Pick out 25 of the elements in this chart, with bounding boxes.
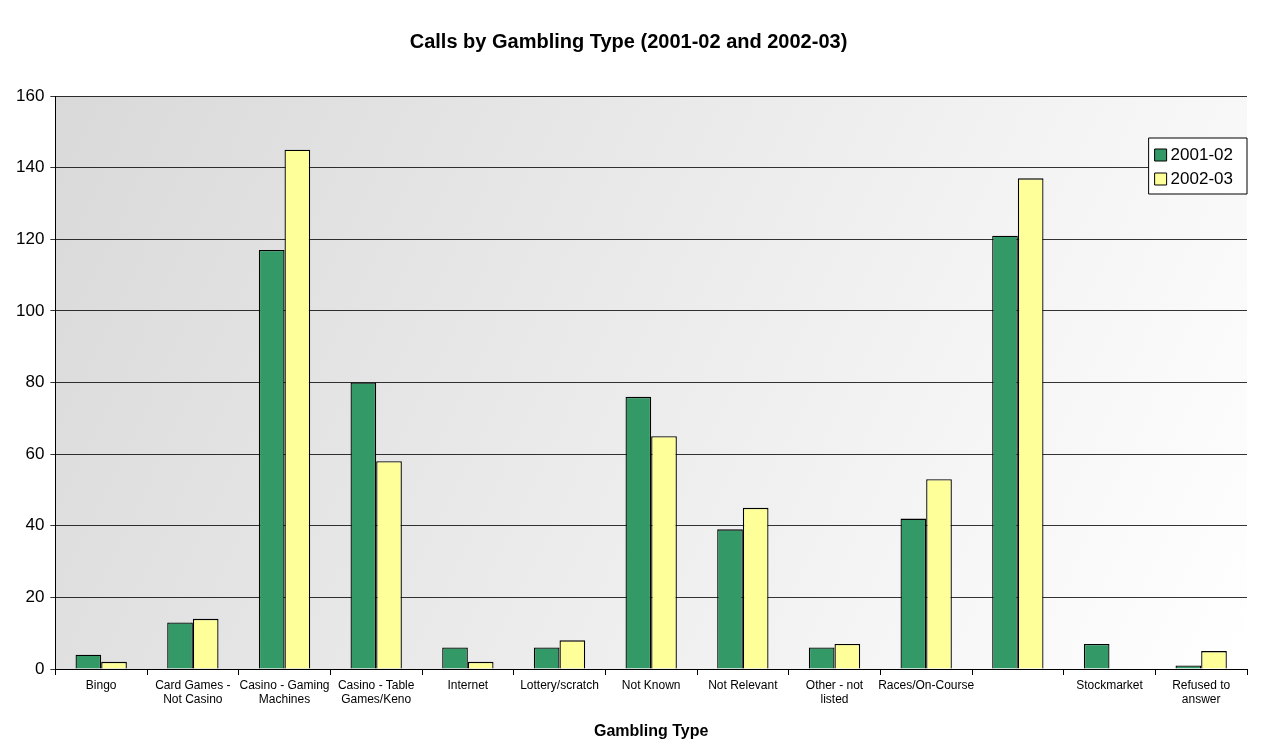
x-tick-label: Refused to answer bbox=[1172, 677, 1231, 706]
legend-label: 2002-03 bbox=[1170, 168, 1233, 188]
y-tick-label: 40 bbox=[25, 515, 45, 535]
legend-label: 2001-02 bbox=[1170, 144, 1233, 164]
y-tick-label: 140 bbox=[15, 157, 45, 177]
y-tick-label: 20 bbox=[25, 587, 45, 607]
x-tick-label: Not Known bbox=[621, 677, 681, 692]
y-tick-label: 100 bbox=[15, 300, 45, 320]
y-tick-label: 80 bbox=[25, 372, 45, 392]
y-tick-label: 0 bbox=[34, 658, 45, 678]
x-tick-label: Other - not listed bbox=[805, 677, 864, 706]
x-tick-label: Stockmarket bbox=[1076, 677, 1144, 692]
chart-title: Calls by Gambling Type (2001-02 and 2002-03) bbox=[409, 29, 848, 52]
y-tick-label: 60 bbox=[25, 443, 45, 463]
x-tick-label: Casino - Table Games/Keno bbox=[337, 677, 415, 706]
x-tick-label: Internet bbox=[447, 677, 489, 692]
x-axis-title: Gambling Type bbox=[593, 721, 709, 739]
x-tick-label: Lottery/scratch bbox=[520, 677, 599, 692]
x-tick-label: Casino - Gaming Machines bbox=[239, 677, 330, 706]
y-tick-label: 160 bbox=[15, 85, 45, 105]
x-tick-label: Not Relevant bbox=[708, 677, 779, 692]
y-tick-label: 120 bbox=[15, 228, 45, 248]
x-tick-label: Card Games - Not Casino bbox=[155, 677, 231, 706]
x-tick-label: Bingo bbox=[85, 677, 117, 692]
x-tick-label: Races/On-Course bbox=[878, 677, 975, 692]
